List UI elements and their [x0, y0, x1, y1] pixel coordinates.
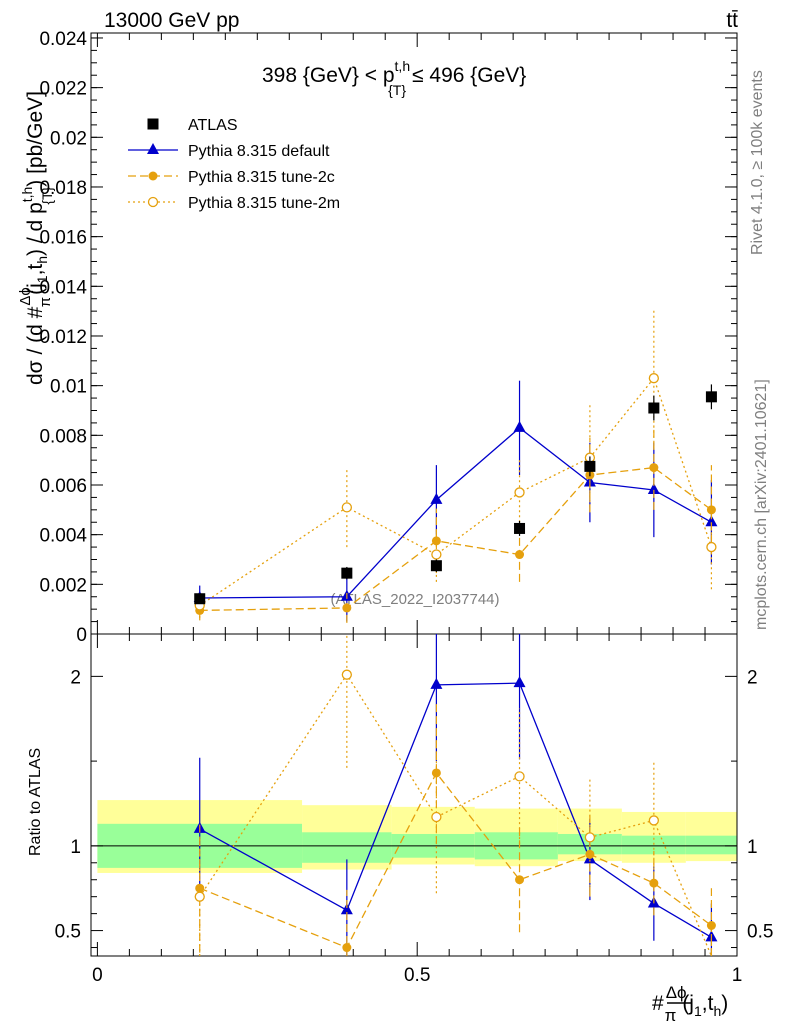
series-1-ratio-point — [340, 903, 353, 915]
series-2-point — [515, 550, 525, 560]
atlas-data-point — [705, 391, 717, 403]
series-3-line — [199, 376, 713, 606]
series-3-point — [431, 549, 442, 560]
series-2-ratio-point — [585, 849, 595, 859]
series-1-point — [430, 492, 443, 504]
ratio-bands — [91, 800, 737, 873]
rivet-label: Rivet 4.1.0, ≥ 100k events — [749, 70, 766, 255]
ratio-plot-frame — [90, 633, 738, 957]
y-tick-label: 0.018 — [39, 178, 87, 199]
y-tick-label: 0.016 — [39, 228, 87, 249]
mcplots-label: mcplots.cern.ch [arXiv:2401.10621] — [753, 379, 770, 630]
series-1-ratio-point — [430, 677, 443, 689]
atlas-data-point — [430, 560, 442, 572]
svg-text:dσ / (d #Δϕπ(j1,th) / d pt,h{T: dσ / (d #Δϕ π(j1,th) / d pt,h {T}) [pb/GeV… — [17, 91, 55, 385]
legend-series-marker — [147, 143, 159, 154]
series-3-ratio-point — [584, 832, 596, 843]
series-2-point — [706, 505, 716, 515]
atlas-data-point — [584, 460, 596, 472]
y-tick-label: 0.012 — [39, 327, 87, 348]
atlas-data-point — [194, 593, 206, 605]
y-tick-label: 0.014 — [39, 277, 87, 298]
x-tick-label: 1 — [732, 965, 743, 986]
series-1-point — [647, 482, 660, 494]
y-tick-label: 0.004 — [39, 526, 87, 547]
y-tick-label: 0.01 — [50, 377, 87, 398]
ratio-tick-label: 0.5 — [55, 922, 81, 943]
ratio-tick-label-right: 2 — [747, 667, 758, 688]
series-3-point — [648, 373, 660, 384]
series-2-ratio-point — [515, 875, 525, 885]
y-tick-label: 0 — [76, 625, 87, 646]
series-3-point — [341, 502, 352, 513]
ratio-y-axis-label: Ratio to ATLAS — [27, 748, 44, 856]
header-left: 13000 GeV pp — [104, 9, 239, 32]
legend-series-label: Pythia 8.315 default — [188, 143, 330, 160]
y-tick-label: 0.006 — [39, 476, 87, 497]
y-axis-label: dσ / (d #Δϕ π(j1,th) / d pt,h {T}) [pb/GeV… — [17, 91, 55, 385]
ratio-tick-label: 1 — [70, 837, 81, 858]
ratio-series — [193, 634, 718, 957]
ratio-band-inner — [685, 835, 737, 855]
series-1-point — [705, 515, 718, 527]
main-series — [193, 308, 718, 623]
ratio-band-inner — [302, 832, 392, 863]
legend-series-marker — [148, 171, 158, 181]
atlas-data-point — [648, 402, 660, 414]
legend-series-label: Pythia 8.315 tune-2c — [188, 169, 335, 186]
series-3-ratio-point — [648, 815, 660, 826]
series-2-ratio-point — [342, 943, 352, 953]
header-right: tt̄ — [726, 9, 738, 32]
series-2-ratio-point — [195, 883, 205, 893]
atlas-data-point — [514, 522, 526, 534]
axis-ticks: 0 0.002 0.004 0.006 0.008 0.01 0.012 0.014 0.016… — [39, 29, 773, 986]
series-3-point — [706, 541, 717, 553]
legend-atlas-marker — [147, 118, 159, 130]
legend-series-marker — [147, 196, 159, 208]
series-1-ratio-point — [513, 676, 526, 688]
analysis-watermark: (ATLAS_2022_I2037744) — [330, 591, 499, 608]
x-tick-label: 0.5 — [404, 965, 430, 986]
plot-title: 398 {GeV} < pt,h {T}≤ 496 {GeV} — [262, 58, 526, 98]
series-3-ratio-point — [341, 669, 352, 680]
series-1-line — [199, 427, 712, 599]
series-2-line — [199, 466, 712, 612]
series-2-point — [649, 463, 659, 473]
y-tick-label: 0.024 — [39, 29, 87, 50]
series-3-point — [514, 487, 525, 498]
series-2-point — [342, 603, 352, 613]
y-tick-label: 0.02 — [50, 128, 87, 149]
ratio-tick-label-right: 1 — [747, 837, 758, 858]
legend-series-label: Pythia 8.315 tune-2m — [188, 195, 340, 212]
ratio-tick-label-right: 0.5 — [747, 922, 773, 943]
legend: ATLAS Pythia 8.315 default Pythia 8.315 tu… — [128, 117, 340, 212]
ratio-tick-label: 2 — [70, 667, 81, 688]
ratio-band-inner — [621, 835, 686, 855]
series-2-ratio-point — [649, 878, 659, 888]
series-3-ratio-point — [514, 771, 525, 782]
series-3-ratio-point — [431, 811, 442, 823]
x-tick-label: 0 — [92, 965, 103, 986]
series-3-ratio-point — [194, 891, 205, 902]
y-tick-label: 0.008 — [39, 426, 87, 447]
y-tick-label: 0.022 — [39, 79, 87, 100]
atlas-data-point — [341, 567, 353, 579]
legend-atlas-label: ATLAS — [188, 117, 238, 134]
series-1-point — [513, 420, 526, 432]
y-tick-label: 0.002 — [39, 575, 87, 596]
